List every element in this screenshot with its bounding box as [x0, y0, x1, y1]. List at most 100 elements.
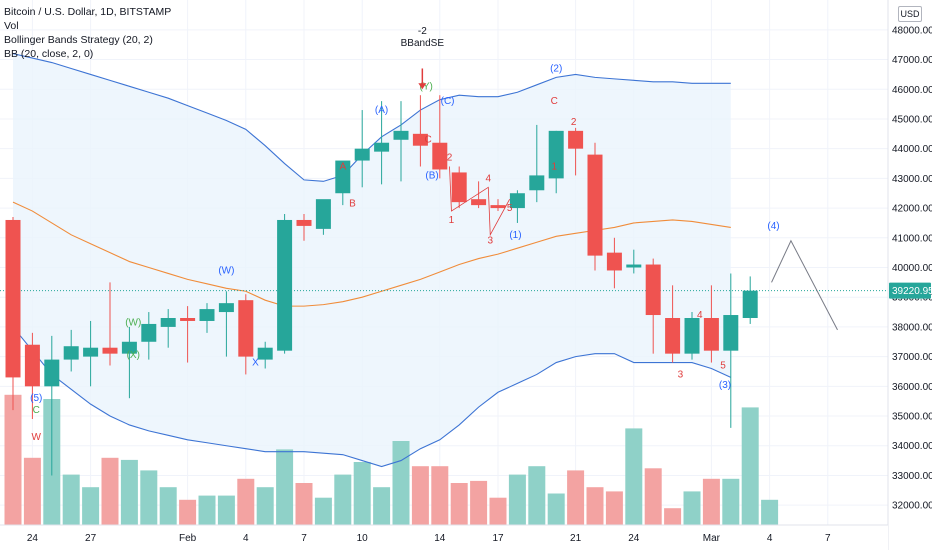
projection-line: [771, 239, 838, 331]
price-tick-label: 46000.00: [892, 85, 932, 96]
candle-body: [141, 323, 157, 342]
projection-path: [449, 166, 838, 331]
candle-body: [335, 160, 351, 194]
candle-body: [393, 130, 409, 140]
candle-body: [315, 199, 331, 229]
candle-body: [684, 318, 700, 354]
time-tick-label: Feb: [179, 533, 197, 544]
legend-vol[interactable]: Vol: [4, 20, 19, 32]
candle-body: [529, 175, 545, 191]
time-tick-label: 10: [357, 533, 369, 544]
wave-zigzag: [449, 166, 510, 237]
volume-bar: [179, 499, 197, 525]
wave-label: X: [252, 358, 259, 369]
last-price-label: 39220.95: [892, 286, 932, 297]
volume-bar: [62, 474, 80, 525]
candle-body: [199, 309, 215, 321]
time-tick-label: 21: [570, 533, 582, 544]
wave-label: 4: [486, 173, 492, 184]
wave-label: (Y): [420, 81, 433, 92]
price-tick-label: 42000.00: [892, 204, 932, 215]
volume-bar: [547, 493, 565, 525]
volume-bar: [23, 457, 41, 525]
candle-body: [451, 172, 467, 203]
time-tick-label: Mar: [703, 533, 721, 544]
candle-body: [509, 193, 525, 209]
price-tick-label: 36000.00: [892, 382, 932, 393]
time-tick-label: 7: [825, 533, 831, 544]
volume-bar: [625, 428, 643, 525]
volume-bar: [353, 462, 371, 525]
currency-button[interactable]: USD: [898, 6, 922, 22]
band-basis: [12, 201, 731, 307]
time-tick-label: 4: [767, 533, 773, 544]
volume-bar: [741, 407, 759, 525]
volume-bar: [334, 474, 352, 525]
candle-body: [24, 344, 40, 387]
volume-bar: [101, 457, 119, 525]
volume-bar: [198, 495, 216, 525]
band-fill: [13, 53, 731, 467]
volume-bar: [82, 487, 100, 525]
wave-label: W: [32, 432, 42, 443]
wave-label: A: [339, 161, 346, 172]
candle-body: [723, 315, 739, 351]
volume-bar: [159, 487, 177, 525]
legend-symbol[interactable]: Bitcoin / U.S. Dollar, 1D, BITSTAMP: [4, 6, 172, 18]
volume-bar: [140, 470, 158, 525]
time-tick-label: 4: [243, 533, 249, 544]
legend-strategy[interactable]: Bollinger Bands Strategy (20, 2): [4, 34, 153, 46]
time-axis-bg: [0, 525, 888, 550]
candle-body: [63, 346, 79, 360]
price-tick-label: 33000.00: [892, 471, 932, 482]
signal-label: BBandSE: [401, 38, 445, 49]
signal-count: -2: [418, 26, 427, 37]
time-tick-label: 17: [492, 533, 504, 544]
wave-label: (4): [767, 221, 779, 232]
price-tick-label: 38000.00: [892, 322, 932, 333]
volume-bar: [683, 491, 701, 525]
price-tick-label: 44000.00: [892, 144, 932, 155]
wave-label: C: [551, 96, 558, 107]
volume-bar: [702, 478, 720, 525]
wave-label: 5: [507, 203, 513, 214]
volume-bar: [567, 470, 585, 525]
candle-body: [432, 142, 448, 170]
volume-bar: [664, 508, 682, 525]
signal-arrow-head: [418, 83, 427, 90]
volume-bar: [489, 497, 507, 525]
volume-bar: [314, 497, 332, 525]
volume-bar: [450, 483, 468, 525]
price-tick-label: 48000.00: [892, 25, 932, 36]
volume-bar: [120, 459, 138, 525]
candle-body: [568, 130, 584, 149]
legend: Bitcoin / U.S. Dollar, 1D, BITSTAMP Vol …: [4, 5, 171, 61]
band-lower: [12, 326, 732, 468]
candle-body: [471, 199, 487, 206]
time-tick-label: 27: [85, 533, 97, 544]
price-tick-label: 45000.00: [892, 114, 932, 125]
candle-body: [626, 264, 642, 268]
price-tick-label: 40000.00: [892, 263, 932, 274]
volume-bar: [217, 495, 235, 525]
volume-bar: [276, 449, 294, 525]
wave-label: (5): [30, 393, 42, 404]
volume-bar: [508, 474, 526, 525]
bollinger-fill: [13, 53, 731, 467]
legend-bb[interactable]: BB (20, close, 2, 0): [4, 48, 94, 60]
volume-bar: [295, 483, 313, 525]
volume-bar: [4, 394, 22, 525]
candle-body: [102, 347, 118, 354]
wave-label: 1: [449, 215, 455, 226]
candles: [5, 95, 758, 476]
candle-body: [180, 318, 196, 321]
wave-label: B: [349, 199, 356, 210]
volume-bar: [237, 478, 255, 525]
volume-bar: [528, 466, 546, 525]
wave-label: (A): [375, 105, 388, 116]
volume-bar: [373, 487, 391, 525]
candle-body: [703, 318, 719, 351]
price-tick-label: 37000.00: [892, 352, 932, 363]
